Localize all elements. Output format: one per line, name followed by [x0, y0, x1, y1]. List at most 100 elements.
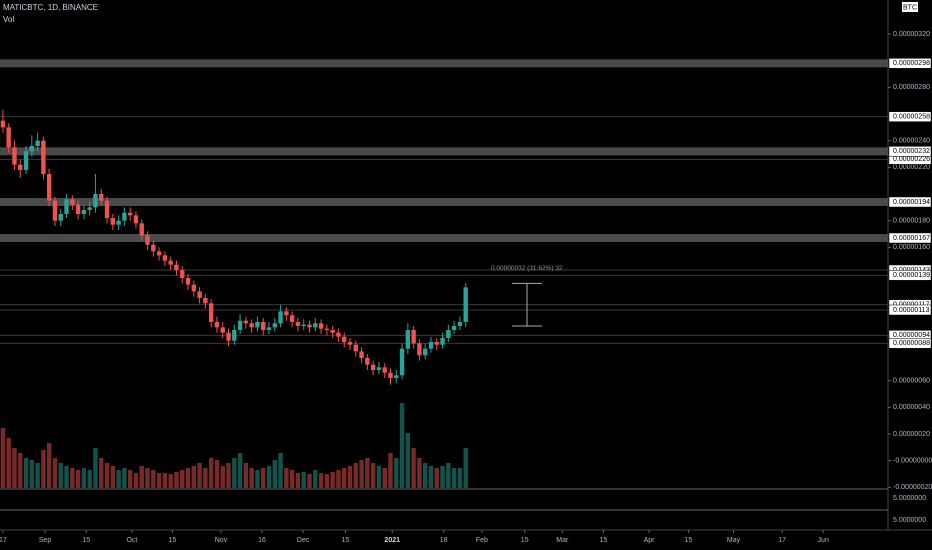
candle-body — [23, 151, 29, 170]
volume-bar — [75, 470, 81, 488]
volume-bar — [440, 466, 445, 488]
volume-bar — [411, 448, 416, 488]
candle-body — [162, 255, 168, 261]
x-tick-label: May — [727, 537, 741, 544]
candle-body — [307, 324, 312, 328]
volume-bar — [446, 463, 451, 488]
level-band — [0, 198, 888, 206]
candle-body — [58, 214, 63, 221]
volume-bar — [214, 460, 220, 488]
x-tick-label: 15 — [341, 537, 349, 544]
price-tag-label: 0.00000094 — [893, 332, 930, 339]
candle-body — [41, 140, 46, 174]
volume-bar — [463, 448, 468, 488]
candle-body — [191, 284, 196, 292]
volume-bar — [0, 428, 6, 488]
candle-body — [451, 326, 457, 330]
level-band — [0, 59, 888, 68]
y-tick-label: 0.00000180 — [893, 218, 930, 225]
price-tag — [888, 111, 932, 122]
candle-body — [463, 287, 468, 322]
candle-body — [261, 322, 266, 330]
x-tick-label: Jun — [818, 537, 829, 544]
price-tag — [888, 270, 932, 281]
candle-body — [133, 215, 139, 224]
y-tick-label: -0.00000020 — [893, 484, 932, 491]
volume-bar — [197, 463, 202, 488]
volume-bar — [422, 463, 428, 488]
candle-body — [127, 212, 133, 216]
volume-bar — [208, 458, 214, 488]
candle-body — [255, 322, 260, 328]
volume-bar — [29, 460, 35, 488]
volume-bar — [127, 470, 133, 488]
candle-body — [232, 330, 237, 341]
candle-body — [359, 351, 364, 358]
volume-bar — [18, 453, 23, 488]
candle-body — [29, 146, 35, 152]
candle-body — [399, 348, 405, 376]
volume-bar — [428, 466, 434, 488]
candle-body — [376, 367, 382, 370]
volume-bar — [174, 472, 179, 488]
volume-bar — [394, 458, 399, 488]
candle-body — [104, 200, 110, 218]
level-band — [0, 147, 888, 156]
volume-bar — [457, 468, 463, 488]
currency-label: BTC — [903, 4, 917, 11]
candle-body — [347, 342, 353, 345]
candle-body — [156, 251, 162, 256]
x-tick-label: 15 — [521, 537, 529, 544]
volume-bar — [12, 448, 17, 488]
candle-body — [208, 303, 214, 322]
volume-bar — [295, 473, 301, 488]
candle-body — [446, 330, 451, 338]
candle-body — [318, 323, 324, 329]
candle-body — [382, 367, 387, 373]
volume-bar — [301, 472, 306, 488]
volume-bar — [116, 470, 121, 488]
candle-body — [185, 278, 191, 285]
volume-bar — [289, 470, 295, 488]
candle-body — [313, 323, 318, 328]
measure-label: 0.00000032 (31.62%) 32 — [491, 265, 563, 272]
volume-bar — [318, 473, 324, 488]
candle-body — [35, 140, 40, 146]
candle-body — [139, 223, 144, 236]
y-tick-label: 0.00000020 — [893, 431, 930, 438]
volume-bar — [99, 458, 104, 488]
candle-body — [93, 194, 98, 208]
volume-bar — [342, 468, 347, 488]
volume-bar — [133, 473, 139, 488]
candle-body — [428, 342, 434, 349]
candle-body — [151, 244, 156, 252]
y-tick-label: 0.00000320 — [893, 31, 930, 38]
candle-body — [220, 327, 225, 333]
volume-bar — [156, 473, 162, 488]
candle-body — [180, 270, 185, 278]
candle-body — [394, 375, 399, 378]
candle-body — [81, 210, 87, 214]
candle-body — [272, 323, 277, 328]
volume-bar — [110, 466, 116, 488]
volume-bar — [405, 433, 411, 488]
candle-body — [266, 327, 272, 330]
x-tick-label: 15 — [685, 537, 693, 544]
candle-body — [116, 220, 121, 225]
currency-badge — [902, 2, 918, 12]
y-tick-label: 0.00000040 — [893, 404, 930, 411]
y-tick-label: 0.00000220 — [893, 164, 930, 171]
candle-body — [214, 322, 220, 328]
candle-body — [295, 322, 301, 326]
volume-bar — [336, 470, 341, 488]
candle-body — [405, 330, 411, 349]
volume-bar — [330, 472, 335, 488]
price-tag-label: 0.00000194 — [893, 199, 930, 206]
volume-bar — [307, 474, 312, 488]
candle-body — [324, 328, 330, 330]
volume-bar — [41, 450, 46, 488]
x-tick-label: 15 — [168, 537, 176, 544]
volume-bar — [151, 470, 156, 488]
volume-bar — [324, 474, 330, 488]
